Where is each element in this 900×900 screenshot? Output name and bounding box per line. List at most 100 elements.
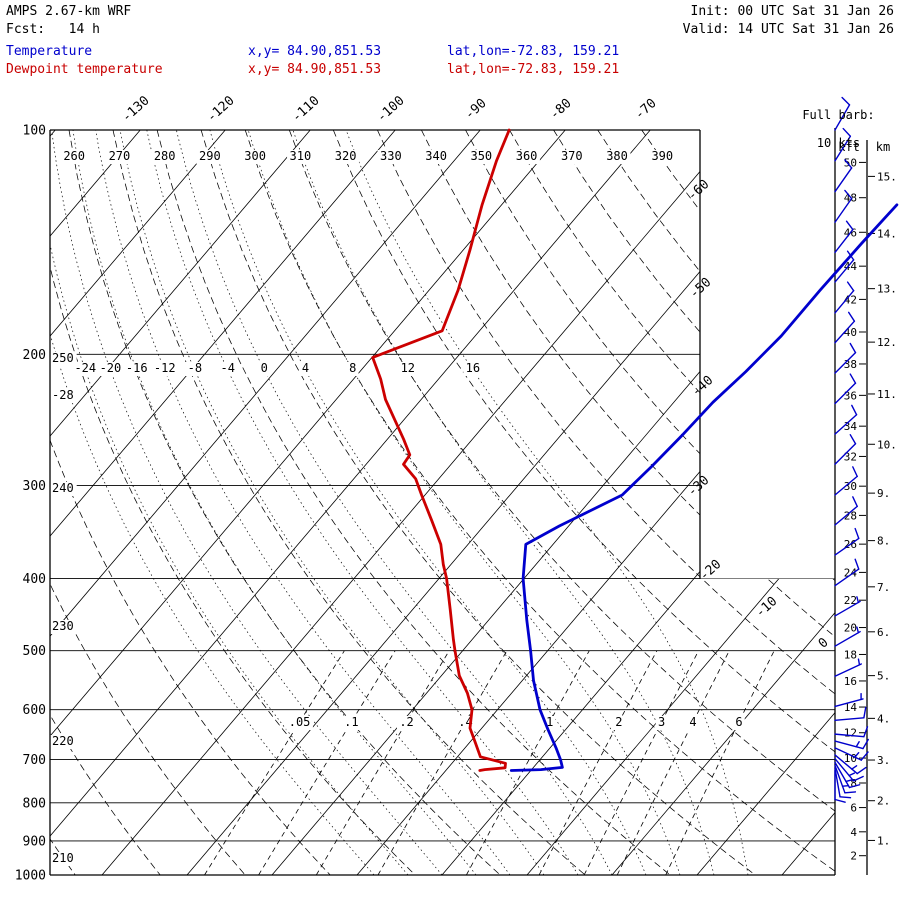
isotherm-label: -100 <box>374 93 407 125</box>
label-backing <box>332 150 359 164</box>
label-backing <box>50 389 77 403</box>
pressure-label: 400 <box>23 572 46 587</box>
moist-adiabat-line <box>146 130 579 875</box>
km-label: 4. <box>877 712 890 725</box>
kft-label: 48 <box>844 192 857 205</box>
profile-curves <box>371 128 899 772</box>
isotherm-line <box>101 130 736 875</box>
moist-adiabat-label: -24 <box>74 361 96 375</box>
wind-barb-shaft <box>834 505 858 526</box>
isotherm-line <box>50 130 396 875</box>
dry-adiabat-line <box>50 130 416 875</box>
label-backing <box>613 716 625 730</box>
mixing-ratio-label: 1 <box>546 715 553 729</box>
wind-barb-half-feather <box>855 741 860 748</box>
km-label: 5. <box>877 670 890 683</box>
pressure-label: 800 <box>23 796 46 811</box>
wind-barb-half-feather <box>848 772 856 777</box>
isotherm-label: -10 <box>753 594 780 621</box>
kft-label: 2 <box>850 850 857 863</box>
wind-barb-half-feather <box>856 626 860 634</box>
label-backing <box>151 150 179 164</box>
label-backing <box>50 482 77 496</box>
wind-barb-shaft <box>834 289 855 314</box>
km-label: 1. <box>877 834 890 847</box>
kft-label: 24 <box>844 566 858 579</box>
model-title: AMPS 2.67-km WRF <box>6 4 132 19</box>
dry-adiabat-line <box>509 130 835 875</box>
isotherm-line <box>50 130 566 875</box>
wind-barb-shaft <box>834 717 865 722</box>
wind-barb-feather <box>856 766 867 775</box>
label-backing <box>513 150 540 164</box>
temperature-legend-label: Temperature <box>6 44 93 59</box>
label-backing <box>299 362 312 376</box>
isotherm-label: -30 <box>685 473 712 500</box>
moist-adiabat-label: -12 <box>154 361 176 375</box>
mixing-ratio-label: 6 <box>735 715 742 729</box>
wind-barb-shaft <box>834 382 857 405</box>
isotherm-label: -20 <box>697 557 724 584</box>
wind-barb-half-feather <box>851 765 858 770</box>
label-backing <box>396 716 417 730</box>
kft-label: 10 <box>844 752 857 765</box>
kft-label: 6 <box>850 802 857 815</box>
temperature-xy: x,y= 84.90,851.53 <box>248 44 382 59</box>
dry-adiabat-label: 220 <box>52 734 74 748</box>
wind-barb-shaft <box>834 767 841 798</box>
dry-adiabat-label: 320 <box>335 149 357 163</box>
wind-barb-feather <box>844 189 853 200</box>
km-label: 11. <box>877 388 897 401</box>
moist-adiabat-line <box>345 130 749 875</box>
isotherm-line <box>50 130 481 875</box>
wind-barb-shaft <box>834 761 851 789</box>
mixing-ratio-line <box>665 650 775 875</box>
forecast-hour: Fcst: 14 h <box>6 22 100 37</box>
label-backing <box>346 362 359 376</box>
wind-barb-shaft <box>834 167 853 193</box>
label-backing <box>97 362 124 376</box>
dry-adiabat-label: 390 <box>651 149 673 163</box>
wind-barb-shaft <box>834 537 860 556</box>
isotherm-line <box>50 130 226 875</box>
dry-adiabat-label: 300 <box>244 149 266 163</box>
isotherm-label: -50 <box>687 275 714 302</box>
moist-adiabat-line <box>72 130 477 875</box>
pressure-label: 600 <box>23 703 46 718</box>
dry-adiabat-label: 370 <box>561 149 583 163</box>
isotherm-label: -40 <box>689 373 716 400</box>
kft-label: 20 <box>844 622 857 635</box>
label-backing <box>60 150 88 164</box>
km-label: 3. <box>877 754 890 767</box>
dry-adiabat-label: 360 <box>516 149 538 163</box>
wind-barb-shaft <box>834 414 858 435</box>
moist-adiabat-label: -8 <box>188 361 202 375</box>
km-label: 14. <box>877 227 897 240</box>
wind-barb-feather <box>846 250 855 261</box>
km-label: 2. <box>877 795 890 808</box>
kft-label: 36 <box>844 389 857 402</box>
pressure-label: 900 <box>23 834 46 849</box>
label-backing <box>50 735 77 749</box>
label-backing <box>71 362 99 376</box>
label-backing <box>50 620 77 634</box>
wind-barb-feather <box>854 558 860 570</box>
label-backing <box>422 150 450 164</box>
mixing-ratio-line <box>377 650 508 875</box>
label-backing <box>286 716 313 730</box>
wind-barb-feather <box>844 791 857 794</box>
isotherm-line <box>356 130 835 875</box>
wind-barb-shaft <box>834 351 857 374</box>
km-label: 15. <box>877 170 897 183</box>
wind-barb-feather <box>862 738 869 750</box>
dry-adiabat-line <box>332 130 835 875</box>
wind-barb-feather <box>834 798 846 803</box>
barb-note: Full barb: 10 kts <box>766 94 882 164</box>
wind-barb-shaft <box>834 135 852 162</box>
wind-barb-feather <box>841 96 851 106</box>
wind-barb-shaft <box>834 568 860 587</box>
moist-adiabat-line <box>51 130 443 875</box>
wind-barb-feather <box>848 784 861 789</box>
isotherm-label: -90 <box>462 96 489 123</box>
